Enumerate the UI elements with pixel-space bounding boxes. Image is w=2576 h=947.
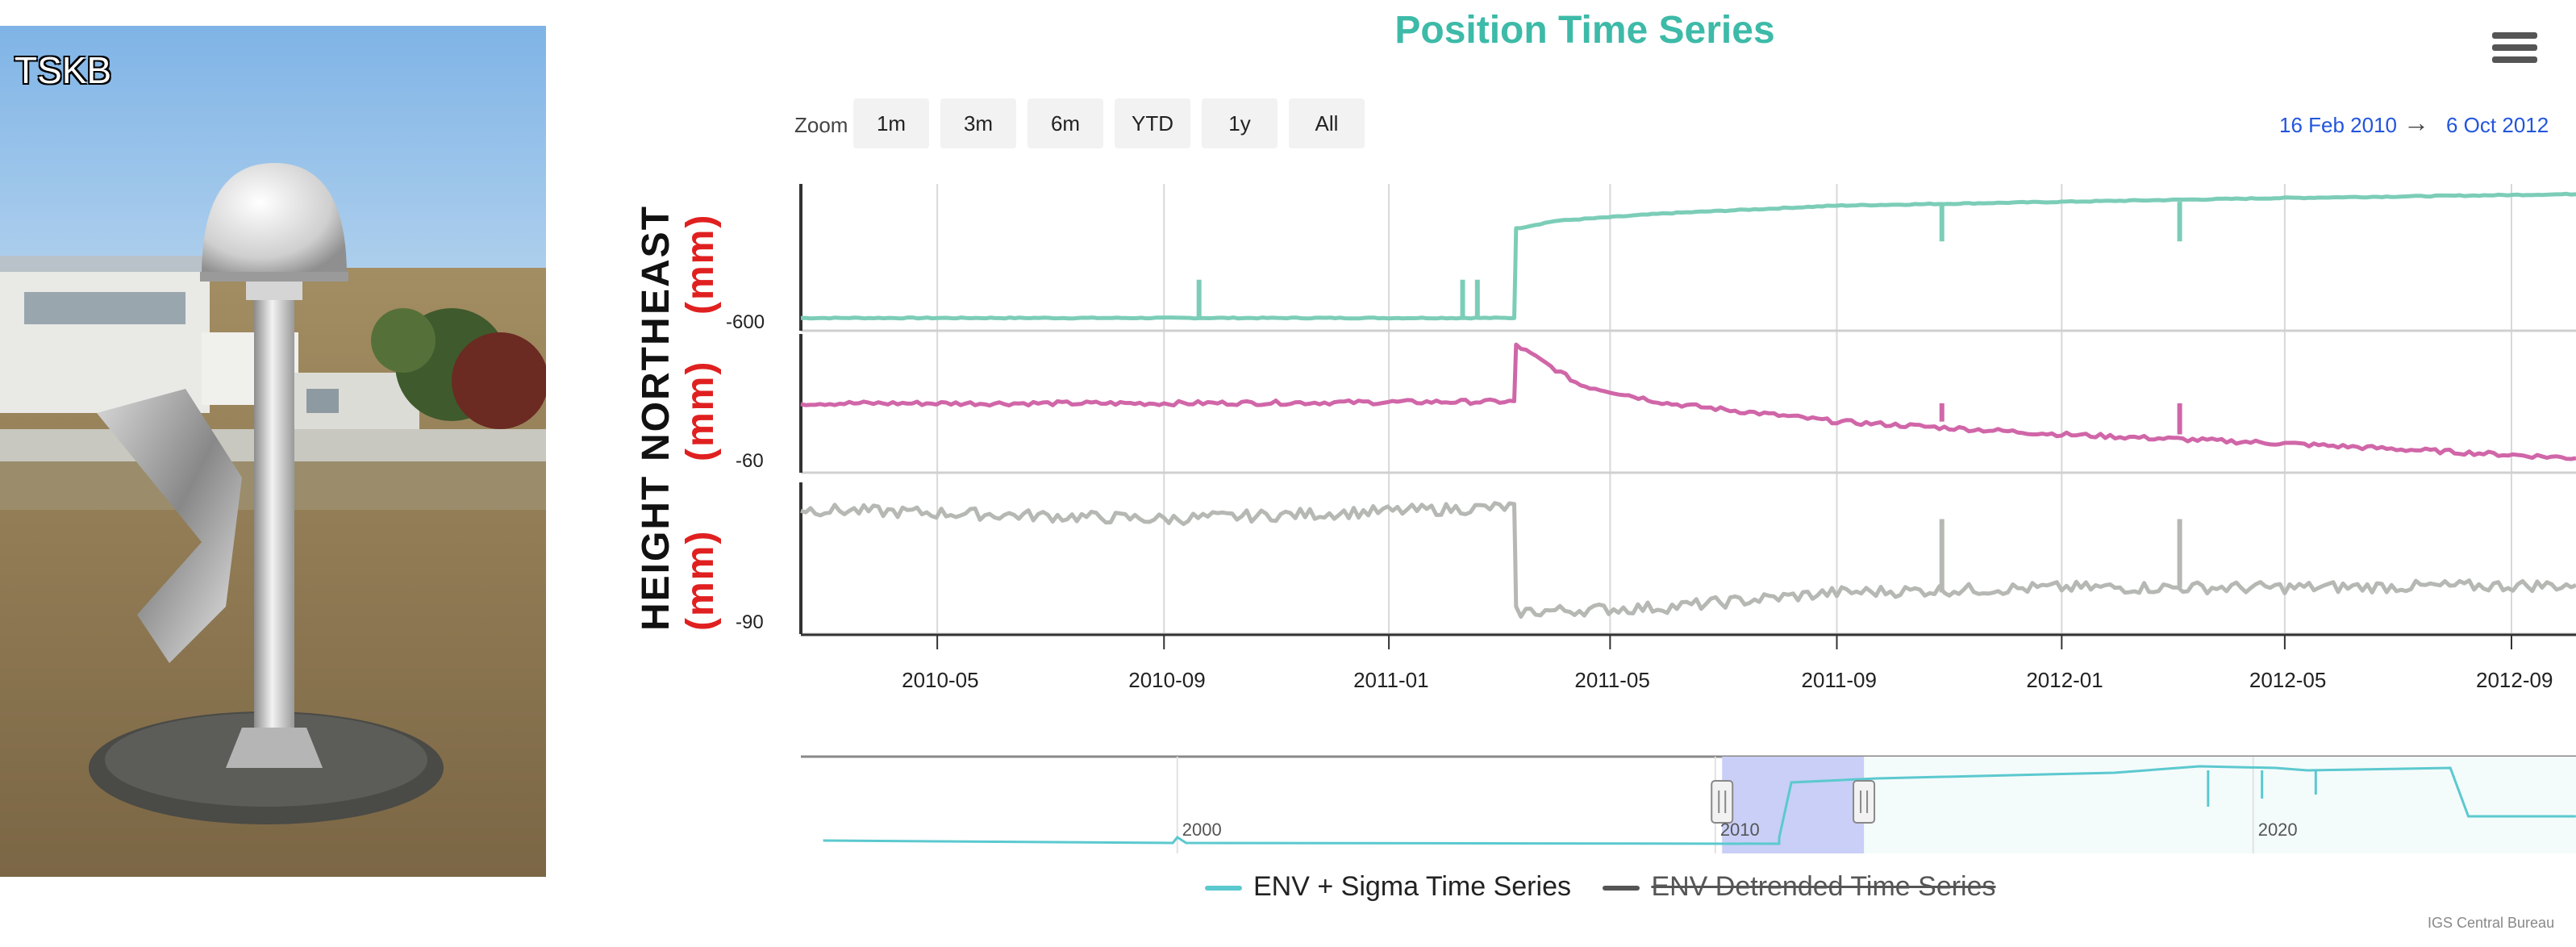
- ytick-north: -60: [736, 450, 764, 472]
- zoom-button-all[interactable]: All: [1289, 98, 1365, 148]
- x-tick-label: 2010-05: [902, 668, 979, 692]
- range-to-date[interactable]: 6 Oct 2012: [2446, 113, 2549, 137]
- series-line-height: [800, 501, 2576, 619]
- credits-link[interactable]: IGS Central Bureau: [2428, 915, 2555, 931]
- station-label: TSKB: [15, 49, 112, 91]
- x-tick-label: 2011-01: [1353, 668, 1429, 692]
- navigator-series-line: [823, 765, 2576, 845]
- zoom-button-ytd[interactable]: YTD: [1115, 98, 1190, 148]
- legend-swatch: [1603, 886, 1640, 891]
- x-tick-label: 2012-01: [2026, 668, 2103, 692]
- legend: ENV + Sigma Time Series ENV Detrended Ti…: [1205, 871, 2020, 903]
- series-line-north: [800, 342, 2576, 461]
- navigator-tick-label: 2010: [1719, 820, 1760, 840]
- navigator-handle-left[interactable]: [1711, 780, 1734, 824]
- navigator-tick-label: 2020: [2257, 820, 2298, 840]
- zoom-button-3m[interactable]: 3m: [940, 98, 1016, 148]
- x-tick-label: 2010-09: [1128, 668, 1206, 692]
- legend-item-env-detrended[interactable]: ENV Detrended Time Series: [1603, 871, 1996, 903]
- menu-icon[interactable]: [2492, 32, 2537, 71]
- x-tick-label: 2011-09: [1801, 668, 1877, 692]
- zoom-button-1m[interactable]: 1m: [853, 98, 929, 148]
- x-tick-label: 2011-05: [1574, 668, 1650, 692]
- x-tick-label: 2012-05: [2249, 668, 2327, 692]
- zoom-button-1y[interactable]: 1y: [1202, 98, 1278, 148]
- navigator-outside-fill: [1864, 757, 2576, 853]
- chart-title: Position Time Series: [1394, 9, 1775, 52]
- legend-swatch: [1205, 886, 1242, 891]
- series-line-east: [800, 191, 2576, 321]
- range-from-date[interactable]: 16 Feb 2010: [2279, 113, 2398, 137]
- range-arrow: →: [2403, 108, 2429, 137]
- navigator-tick-label: 2000: [1182, 820, 1222, 840]
- navigator-selected-range: [1722, 757, 1865, 853]
- zoom-button-6m[interactable]: 6m: [1027, 98, 1103, 148]
- x-tick-label: 2012-09: [2476, 668, 2553, 692]
- ytick-east: -600: [726, 311, 765, 333]
- legend-item-env-sigma[interactable]: ENV + Sigma Time Series: [1205, 871, 1571, 903]
- navigator-handle-right[interactable]: [1853, 780, 1876, 824]
- zoom-label: Zoom: [794, 113, 848, 137]
- ytick-height: -90: [736, 611, 764, 633]
- station-photo: TSKB: [0, 26, 546, 877]
